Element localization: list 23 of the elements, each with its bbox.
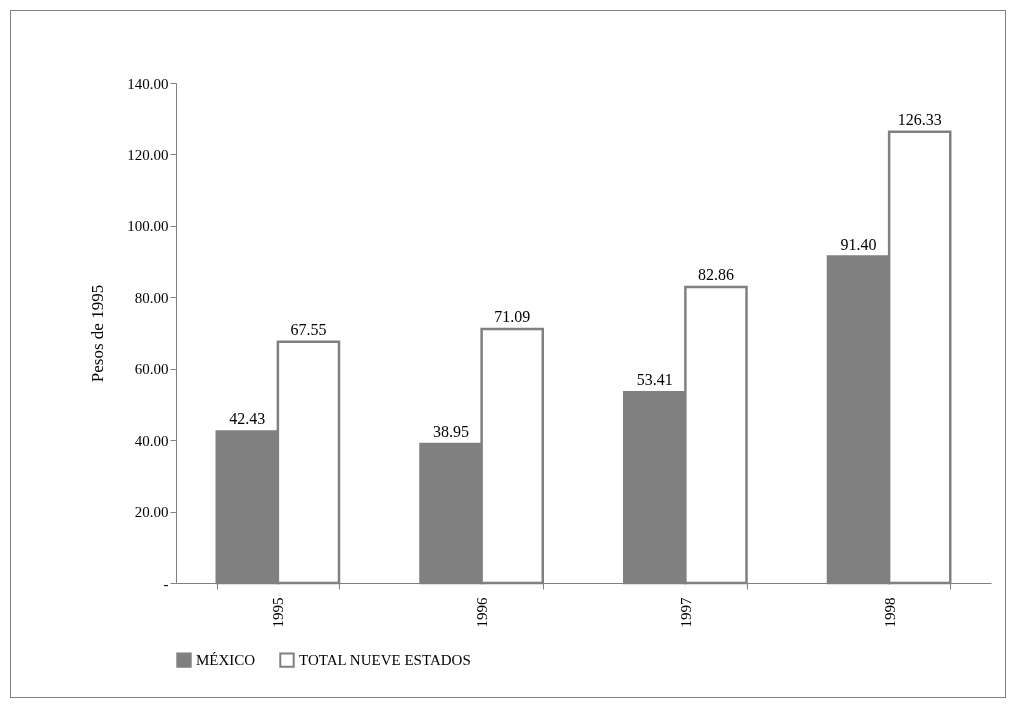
data-label: 42.43: [229, 410, 266, 428]
y-tick-label: 140.00: [127, 75, 169, 92]
data-label: 53.41: [636, 371, 673, 389]
y-tick-label: 80.00: [134, 289, 169, 306]
y-tick-label: 100.00: [127, 218, 169, 235]
y-tick-label: -: [163, 575, 169, 592]
data-label: 38.95: [433, 422, 470, 440]
x-tick-label: 1998: [881, 597, 898, 628]
data-label: 67.55: [290, 320, 327, 338]
y-axis-title: Pesos de 1995: [88, 284, 108, 383]
legend-label: MÉXICO: [196, 652, 256, 669]
data-label: 91.40: [840, 235, 877, 253]
data-label: 82.86: [697, 266, 734, 284]
x-tick-label: 1996: [474, 597, 491, 628]
x-tick-label: 1997: [677, 597, 694, 628]
x-tick-label: 1995: [270, 597, 287, 628]
y-tick-label: 20.00: [134, 504, 169, 521]
data-label: 71.09: [494, 308, 531, 326]
y-tick-label: 40.00: [134, 432, 169, 449]
y-tick-label: 60.00: [134, 361, 169, 378]
y-tick-label: 120.00: [127, 146, 169, 163]
legend-label: TOTAL NUEVE ESTADOS: [299, 652, 471, 669]
data-label: 126.33: [897, 110, 942, 128]
